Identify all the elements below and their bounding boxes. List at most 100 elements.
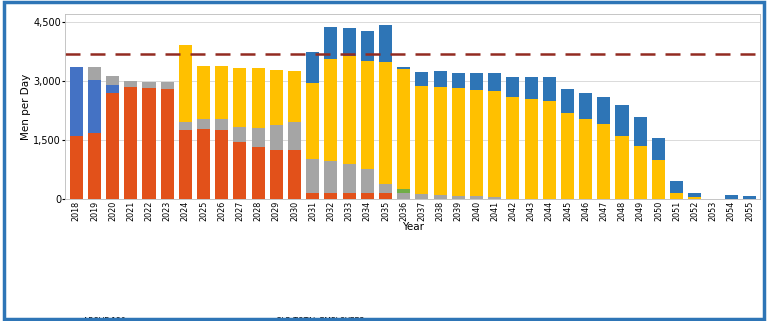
Bar [379,184,392,193]
Bar [233,142,247,199]
Bar [161,89,174,199]
Y-axis label: Men per Day: Men per Day [21,74,31,140]
Bar [488,197,502,199]
Bar [470,196,483,199]
Bar [670,193,684,199]
Bar [725,195,738,199]
Bar [670,181,684,193]
Bar [543,77,556,101]
Bar [106,76,119,85]
Bar [88,67,101,80]
Bar [379,193,392,199]
Bar [70,67,83,136]
Bar [215,130,228,199]
Bar [579,93,592,118]
Bar [397,69,410,189]
Bar [361,31,374,61]
Bar [306,159,319,193]
Bar [270,125,283,150]
Bar [506,97,519,199]
Bar [652,160,665,199]
SCHEDULED CAPACITY [90,52,99,56]
Bar [215,66,228,119]
Bar [288,150,301,199]
Bar [434,71,447,87]
Bar [543,101,556,199]
Bar [233,68,247,127]
Bar [615,105,628,136]
Bar [488,74,502,91]
Bar [288,122,301,150]
Legend: ABOVE 120, PHASE 1, LOM PROJECT PHASE TOTAL EMPLOYEES, 128 TOTAL EMPLOYEES, CLR : ABOVE 120, PHASE 1, LOM PROJECT PHASE TO… [65,317,365,321]
Bar [288,71,301,122]
Bar [615,136,628,199]
Bar [452,88,465,196]
Bar [306,83,319,159]
Bar [106,93,119,199]
Bar [197,129,210,199]
Bar [179,122,192,130]
Bar [598,97,611,125]
Bar [397,193,410,199]
Bar [142,88,156,199]
Bar [634,117,647,146]
Bar [324,27,337,59]
Bar [252,68,265,127]
Bar [379,25,392,62]
Bar [88,133,101,199]
Bar [88,80,101,133]
Bar [415,194,429,199]
Bar [415,72,429,86]
Bar [743,196,756,199]
Bar [452,73,465,88]
Bar [343,193,356,199]
Bar [379,62,392,184]
Bar [106,85,119,93]
Bar [470,90,483,196]
Bar [652,138,665,160]
Bar [233,127,247,142]
Bar [306,193,319,199]
SCHEDULED CAPACITY [71,52,81,56]
Bar [124,81,137,87]
Bar [324,161,337,193]
Bar [397,189,410,193]
Bar [343,56,356,164]
Bar [361,193,374,199]
Bar [434,195,447,199]
Bar [252,127,265,147]
Bar [270,70,283,125]
Bar [488,91,502,197]
Bar [415,86,429,194]
Bar [343,28,356,56]
Bar [124,87,137,199]
Bar [525,77,538,99]
Bar [197,66,210,119]
Bar [561,113,574,199]
Bar [306,52,319,83]
Bar [452,196,465,199]
Bar [688,197,701,199]
Bar [252,147,265,199]
Bar [688,193,701,197]
Bar [579,118,592,199]
Bar [561,89,574,113]
Bar [361,61,374,169]
Bar [270,150,283,199]
Bar [634,146,647,199]
Bar [142,82,156,88]
Bar [324,193,337,199]
Bar [506,77,519,97]
Bar [598,125,611,199]
X-axis label: Year: Year [402,222,424,232]
Bar [397,67,410,69]
Bar [361,169,374,193]
Bar [179,130,192,199]
Bar [525,99,538,199]
Bar [470,74,483,90]
Bar [343,164,356,193]
Bar [197,119,210,129]
Bar [434,87,447,195]
Bar [324,59,337,161]
Bar [215,119,228,130]
